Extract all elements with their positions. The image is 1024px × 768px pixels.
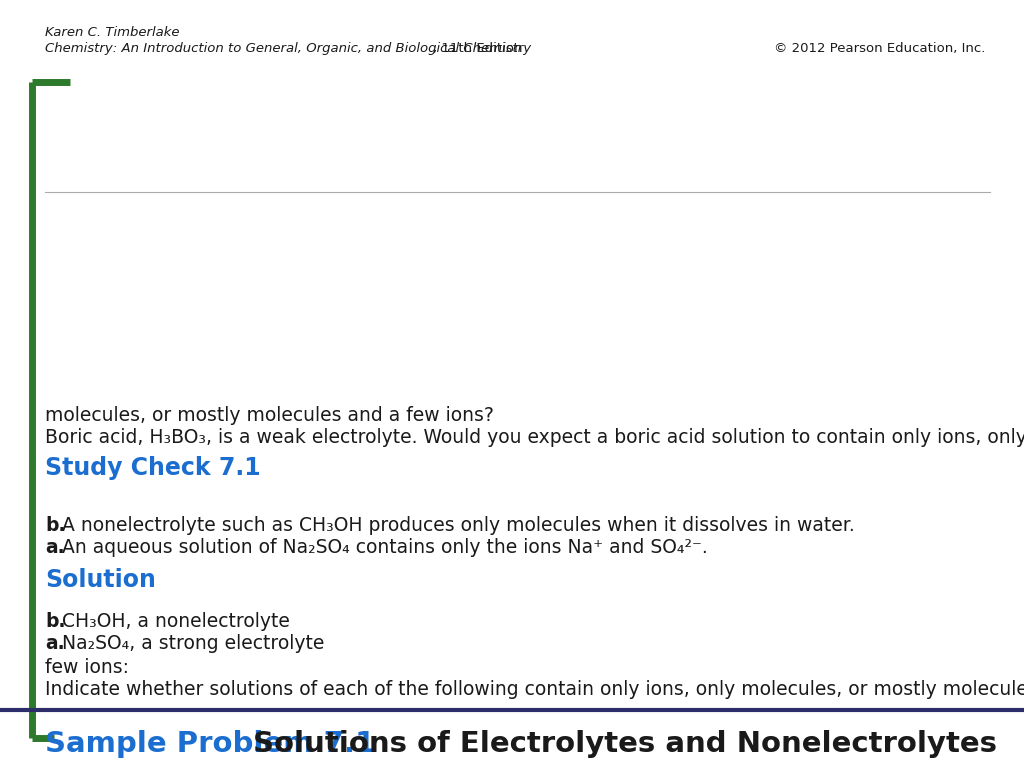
Text: CH₃OH, a nonelectrolyte: CH₃OH, a nonelectrolyte (62, 612, 290, 631)
Text: Indicate whether solutions of each of the following contain only ions, only mole: Indicate whether solutions of each of th… (45, 680, 1024, 699)
Text: A nonelectrolyte such as CH₃OH produces only molecules when it dissolves in wate: A nonelectrolyte such as CH₃OH produces … (62, 516, 855, 535)
Text: Sample Problem 7.1: Sample Problem 7.1 (45, 730, 376, 758)
Text: , 11th Edition: , 11th Edition (433, 42, 522, 55)
Text: Chemistry: An Introduction to General, Organic, and Biological Chemistry: Chemistry: An Introduction to General, O… (45, 42, 531, 55)
Text: b.: b. (45, 612, 66, 631)
Text: b.: b. (45, 516, 66, 535)
Text: An aqueous solution of Na₂SO₄ contains only the ions Na⁺ and SO₄²⁻.: An aqueous solution of Na₂SO₄ contains o… (62, 538, 708, 557)
Text: a.: a. (45, 634, 65, 653)
Text: a.: a. (45, 538, 65, 557)
Text: Karen C. Timberlake: Karen C. Timberlake (45, 26, 179, 39)
Text: Na₂SO₄, a strong electrolyte: Na₂SO₄, a strong electrolyte (62, 634, 325, 653)
Text: Boric acid, H₃BO₃, is a weak electrolyte. Would you expect a boric acid solution: Boric acid, H₃BO₃, is a weak electrolyte… (45, 428, 1024, 447)
Text: molecules, or mostly molecules and a few ions?: molecules, or mostly molecules and a few… (45, 406, 494, 425)
Text: Study Check 7.1: Study Check 7.1 (45, 456, 261, 480)
Text: few ions:: few ions: (45, 658, 129, 677)
Text: © 2012 Pearson Education, Inc.: © 2012 Pearson Education, Inc. (773, 42, 985, 55)
Text: Solutions of Electrolytes and Nonelectrolytes: Solutions of Electrolytes and Nonelectro… (253, 730, 997, 758)
Text: Solution: Solution (45, 568, 156, 592)
